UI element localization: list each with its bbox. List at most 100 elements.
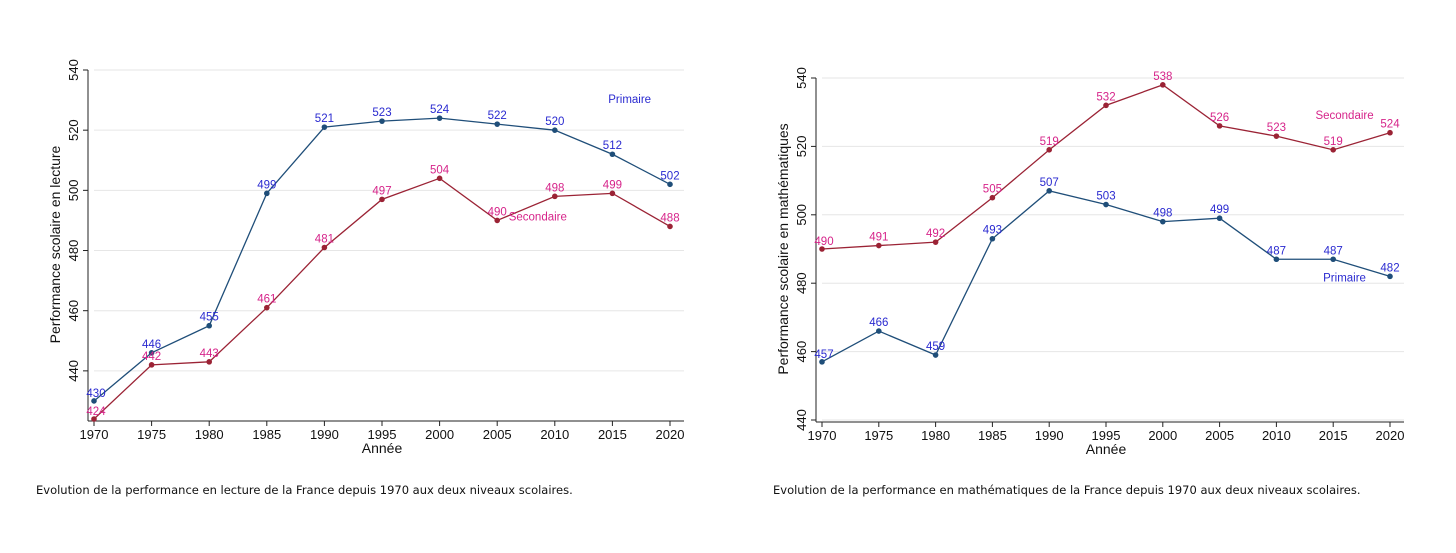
- secondaire-data-label: 498: [545, 182, 564, 194]
- primaire-point: [989, 235, 996, 242]
- secondaire-point: [1216, 123, 1223, 129]
- primaire-point: [876, 328, 882, 334]
- secondaire-data-label: 504: [430, 164, 450, 176]
- y-tick-label: 480: [794, 272, 809, 294]
- y-tick-label: 520: [794, 136, 809, 158]
- primaire-point: [91, 398, 97, 404]
- secondaire-point: [819, 246, 825, 252]
- primaire-series-line: [821, 190, 1391, 363]
- x-tick-label: 1980: [921, 428, 950, 443]
- x-tick-label: 1970: [80, 427, 109, 442]
- x-tick-label: 2010: [540, 427, 569, 442]
- secondaire-data-label: 490: [814, 236, 833, 248]
- y-tick-label: 440: [66, 360, 81, 382]
- x-tick-label: 1995: [368, 427, 397, 442]
- y-tick-label: 540: [66, 59, 81, 81]
- x-tick-label: 1985: [978, 428, 1007, 443]
- math-chart-panel: 440 460 480 500 520 540 1970 1975 1980 1985 1990 19…: [772, 58, 1404, 474]
- y-tick-label: 540: [794, 67, 809, 89]
- secondaire-series-name: Secondaire: [509, 211, 567, 223]
- y-tick-label: 520: [66, 119, 81, 141]
- primaire-data-label: 455: [200, 312, 219, 324]
- secondaire-point: [1046, 147, 1052, 153]
- primaire-series-line: [93, 117, 671, 402]
- primaire-data-label: 524: [430, 104, 450, 116]
- y-tick-label: 440: [794, 409, 809, 431]
- primaire-point: [667, 181, 673, 188]
- primaire-point: [494, 121, 501, 127]
- primaire-data-label: 512: [603, 140, 622, 152]
- secondaire-point: [989, 194, 996, 201]
- x-tick-label: 2020: [656, 427, 685, 442]
- secondaire-point: [206, 359, 212, 365]
- primaire-data-label: 523: [372, 107, 391, 119]
- y-tick-label: 460: [66, 300, 81, 322]
- secondaire-data-label: 532: [1096, 91, 1115, 103]
- primaire-data-label: 522: [488, 110, 507, 122]
- reading-chart-panel: 440 460 480 500 520 540 1970 1975 1980 1985 1990 19…: [36, 44, 686, 474]
- x-tick-label: 2005: [483, 427, 512, 442]
- primaire-point: [148, 350, 155, 356]
- y-tick-label: 500: [794, 204, 809, 226]
- secondaire-data-label: 481: [315, 234, 334, 246]
- primaire-data-label: 493: [983, 225, 1002, 237]
- primaire-point: [1103, 201, 1109, 208]
- x-tick-label: 1985: [252, 427, 281, 442]
- x-tick-label: 1975: [137, 427, 166, 442]
- x-tick-label: 2015: [1319, 428, 1348, 443]
- primaire-data-label: 502: [660, 170, 679, 182]
- primaire-data-label: 503: [1096, 191, 1115, 203]
- secondaire-point: [1387, 129, 1393, 136]
- secondaire-point: [1103, 102, 1109, 109]
- secondaire-data-label: 523: [1267, 122, 1286, 134]
- secondaire-point: [91, 416, 97, 422]
- primaire-point: [932, 352, 939, 358]
- y-tick-label: 480: [66, 240, 81, 262]
- primaire-data-label: 499: [257, 179, 276, 191]
- primaire-point: [1273, 256, 1280, 263]
- primaire-data-label: 466: [869, 317, 888, 329]
- x-tick-label: 2020: [1376, 428, 1405, 443]
- secondaire-point: [148, 362, 155, 368]
- secondaire-data-label: 492: [926, 228, 945, 240]
- secondaire-point: [436, 175, 443, 182]
- secondaire-data-label: 490: [488, 206, 507, 218]
- primaire-point: [609, 151, 616, 158]
- x-tick-label: 1970: [808, 428, 837, 443]
- primaire-data-label: 457: [814, 349, 833, 361]
- reading-chart-caption: Evolution de la performance en lecture d…: [36, 483, 573, 497]
- secondaire-data-label: 499: [603, 179, 622, 191]
- y-axis-title: Performance scolaire en lecture: [47, 145, 63, 343]
- primaire-point: [206, 322, 212, 329]
- x-tick-label: 1980: [195, 427, 224, 442]
- secondaire-data-label: 491: [869, 232, 888, 244]
- secondaire-data-label: 497: [372, 185, 391, 197]
- secondaire-series-line: [821, 84, 1391, 250]
- x-tick-label: 2005: [1205, 428, 1234, 443]
- secondaire-point: [667, 223, 673, 230]
- math-chart-caption: Evolution de la performance en mathémati…: [773, 483, 1361, 497]
- secondaire-data-label: 442: [142, 351, 161, 363]
- x-tick-label: 2015: [598, 427, 627, 442]
- primaire-point: [436, 115, 443, 121]
- primaire-point: [819, 359, 825, 365]
- primaire-point: [1160, 218, 1166, 225]
- x-tick-label: 2010: [1262, 428, 1291, 443]
- primaire-series-name: Primaire: [1323, 272, 1366, 284]
- secondaire-data-label: 526: [1210, 112, 1229, 124]
- primaire-data-label: 446: [142, 339, 161, 351]
- secondaire-series-name: Secondaire: [1315, 110, 1373, 122]
- secondaire-data-label: 519: [1040, 136, 1059, 148]
- y-axis-title: Performance scolaire en mathématiques: [775, 123, 791, 374]
- secondaire-data-label: 519: [1324, 136, 1343, 148]
- secondaire-data-label: 538: [1153, 71, 1172, 83]
- primaire-data-label: 487: [1324, 245, 1343, 257]
- primaire-data-label: 521: [315, 113, 334, 125]
- primaire-data-label: 459: [926, 341, 945, 353]
- primaire-series-name: Primaire: [608, 94, 651, 106]
- x-axis-title: Année: [362, 440, 403, 456]
- secondaire-point: [552, 193, 558, 200]
- secondaire-data-label: 424: [86, 406, 106, 418]
- primaire-point: [552, 127, 558, 133]
- secondaire-data-label: 443: [200, 348, 219, 360]
